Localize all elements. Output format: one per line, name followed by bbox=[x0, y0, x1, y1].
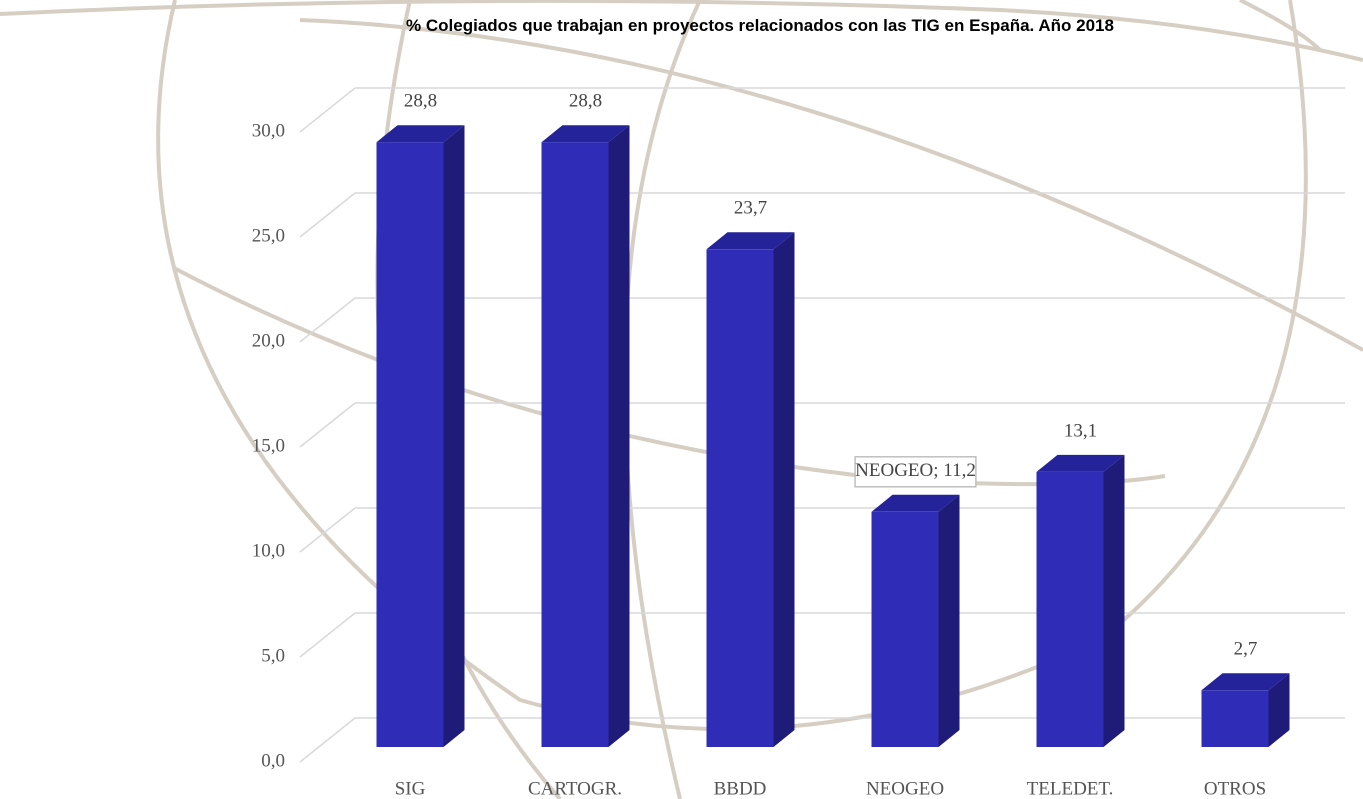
value-label: 2,7 bbox=[1234, 639, 1258, 660]
grid-line-side bbox=[299, 717, 356, 763]
grid-line-side bbox=[299, 87, 356, 133]
y-tick-label: 0,0 bbox=[261, 750, 285, 771]
y-tick-label: 20,0 bbox=[252, 330, 285, 351]
y-tick-label: 30,0 bbox=[252, 120, 285, 141]
x-tick-label: SIG bbox=[395, 778, 426, 799]
bar-top bbox=[1201, 673, 1290, 691]
grid-line-side bbox=[299, 612, 356, 658]
grid-line-side bbox=[299, 507, 356, 553]
chart-title: % Colegiados que trabajan en proyectos r… bbox=[406, 16, 1114, 35]
y-tick-label: 5,0 bbox=[261, 645, 285, 666]
y-tick-label: 25,0 bbox=[252, 225, 285, 246]
bar-side bbox=[938, 494, 960, 747]
y-tick-label: 15,0 bbox=[252, 435, 285, 456]
grid-line-side bbox=[299, 297, 356, 343]
x-tick-label: CARTOGR. bbox=[528, 778, 622, 799]
value-label: 13,1 bbox=[1064, 420, 1097, 441]
value-label: NEOGEO; 11,2 bbox=[855, 460, 976, 481]
bar bbox=[541, 142, 609, 747]
bar bbox=[706, 249, 774, 748]
bar-top bbox=[706, 232, 795, 250]
bar bbox=[376, 142, 444, 747]
value-label: 28,8 bbox=[404, 91, 437, 112]
bar-top bbox=[1036, 454, 1125, 472]
y-tick-label: 10,0 bbox=[252, 540, 285, 561]
bar-side bbox=[1268, 673, 1290, 747]
bar-side bbox=[1103, 454, 1125, 747]
bar-top bbox=[376, 125, 465, 143]
bar-side bbox=[773, 232, 795, 748]
bar-top bbox=[541, 125, 630, 143]
grid-line-side bbox=[299, 192, 356, 238]
bar-top bbox=[871, 494, 960, 512]
x-tick-label: NEOGEO bbox=[866, 778, 944, 799]
bar-side bbox=[608, 125, 630, 747]
value-label-box bbox=[854, 456, 977, 488]
bar bbox=[1036, 471, 1104, 747]
value-label: 28,8 bbox=[569, 91, 602, 112]
x-tick-label: TELEDET. bbox=[1027, 778, 1114, 799]
x-tick-label: OTROS bbox=[1204, 778, 1266, 799]
grid-line-side bbox=[299, 402, 356, 448]
bar bbox=[1201, 690, 1269, 747]
bar bbox=[871, 511, 939, 747]
bar-side bbox=[443, 125, 465, 747]
value-label: 23,7 bbox=[734, 198, 767, 219]
x-tick-label: BBDD bbox=[714, 778, 767, 799]
